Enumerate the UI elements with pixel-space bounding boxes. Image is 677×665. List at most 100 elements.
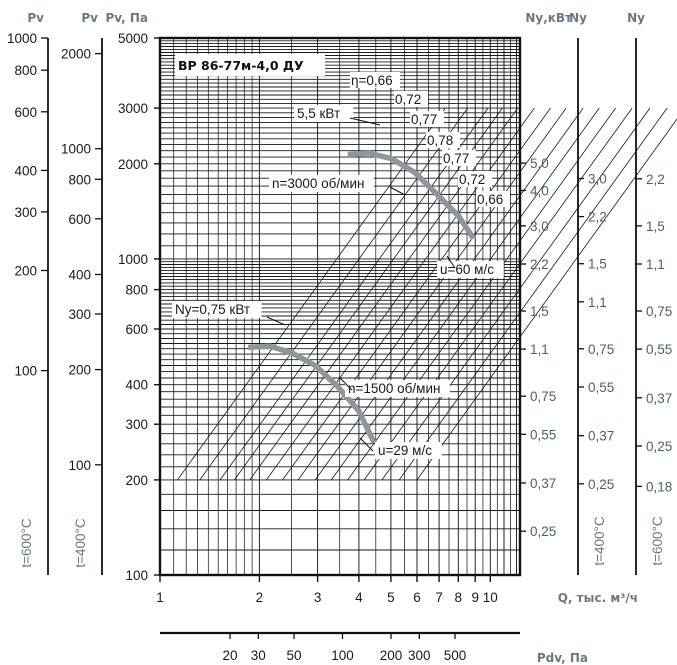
left-axis-tick-label: 1000 <box>61 142 91 157</box>
power-axis-tick-label: 0,55 <box>530 427 556 442</box>
annotation-bg <box>294 105 354 122</box>
efficiency-diagonal <box>347 107 616 481</box>
efficiency-label-bg <box>350 72 400 88</box>
power-axis-tick-label: 3,0 <box>588 172 607 187</box>
x-tick-label: 10 <box>483 590 498 605</box>
efficiency-diagonal <box>381 107 651 481</box>
efficiency-diagonal <box>330 107 600 481</box>
efficiency-label-bg <box>426 132 460 148</box>
annotation-leader <box>359 437 374 452</box>
power-axis-tick-label: 0,25 <box>530 524 556 539</box>
x-tick-label: 8 <box>455 590 463 605</box>
annotation-label: Nу=0,75 кВт <box>175 302 250 317</box>
annotation-label: u=60 м/с <box>440 262 494 277</box>
x-tick-label: 2 <box>256 590 264 605</box>
left-axis-title: Pv <box>81 11 98 25</box>
performance-curve <box>248 343 377 444</box>
left-axis-tick-label: 800 <box>68 172 91 187</box>
efficiency-diagonal <box>219 107 489 481</box>
annotation-label: n=1500 об/мин <box>348 381 440 396</box>
power-axis-title: Nу <box>627 11 645 25</box>
power-axis-tick-label: 3,0 <box>530 219 549 234</box>
x-tick-label: 4 <box>355 590 363 605</box>
power-axis-tick-label: 0,37 <box>588 429 614 444</box>
power-axis-tick-label: 0,55 <box>588 380 614 395</box>
dynamic-pressure-tick-label: 500 <box>444 648 467 663</box>
y-tick-label: 800 <box>125 283 148 298</box>
y-tick-label: 600 <box>125 322 148 337</box>
efficiency-label-bg <box>410 111 444 127</box>
dynamic-pressure-tick-label: 200 <box>380 648 403 663</box>
efficiency-label-bg <box>476 191 510 207</box>
left-axis-tick-label: 200 <box>68 363 91 378</box>
plot-frame <box>158 36 522 577</box>
x-tick-label: 9 <box>471 590 479 605</box>
efficiency-diagonal <box>282 107 551 481</box>
power-axis-tick-label: 1,1 <box>646 257 665 272</box>
left-axis-tick-label: 200 <box>14 264 37 279</box>
y-tick-label: 400 <box>125 378 148 393</box>
diagonal-lines-layer <box>177 107 677 481</box>
power-axis-tick-label: 0,75 <box>646 304 672 319</box>
power-axis-tick-label: 1,1 <box>530 342 549 357</box>
y-tick-label: 2000 <box>118 157 148 172</box>
left-axis-tick-label: 100 <box>14 364 37 379</box>
y-tick-label: 100 <box>125 568 148 583</box>
labels-layer: 100 200 300 400 600 800 1000 2000 3000 5000 1 2 3 4 5 6… <box>7 11 672 665</box>
annotation-bg <box>172 301 262 318</box>
annotation-leader <box>339 377 353 391</box>
power-axis-tick-label: 0,75 <box>530 389 556 404</box>
power-axis-tick-label: 1,5 <box>646 219 665 234</box>
left-axis-temperature: t=600°C <box>19 518 34 568</box>
power-axis-temperature: t=600°C <box>650 516 665 566</box>
y-tick-label: 1000 <box>118 252 148 267</box>
efficiency-label: 0,78 <box>427 133 453 148</box>
efficiency-label-bg <box>394 91 428 107</box>
efficiency-label: 0,77 <box>443 151 469 166</box>
dynamic-pressure-tick-label: 100 <box>331 648 354 663</box>
power-axis-tick-label: 0,25 <box>646 439 672 454</box>
left-axis-tick-label: 600 <box>14 105 37 120</box>
power-axis-tick-label: 0,55 <box>646 342 672 357</box>
left-axis-tick-label: 100 <box>68 458 91 473</box>
annotation-label: u=29 м/с <box>378 443 432 458</box>
annotation-leader <box>446 255 456 269</box>
annotation-leader <box>389 186 406 196</box>
power-axis-tick-label: 2,2 <box>588 210 607 225</box>
power-axis-title: Nу <box>569 11 587 25</box>
efficiency-label: 0,77 <box>411 112 437 127</box>
power-axis-tick-label: 1,5 <box>588 257 607 272</box>
efficiency-diagonal <box>234 107 503 481</box>
annotation-leader <box>266 316 286 326</box>
x-axis-title: Q, тыс. м³/ч <box>558 591 638 605</box>
curves-layer <box>248 150 476 444</box>
dynamic-pressure-tick-label: 50 <box>286 648 301 663</box>
efficiency-label: 0,72 <box>459 172 485 187</box>
efficiency-label: 0,72 <box>395 92 421 107</box>
annotation-bg <box>345 380 450 397</box>
title-background <box>175 54 325 76</box>
left-axis-temperature: t=400°C <box>73 518 88 568</box>
y-tick-label: 5000 <box>118 31 148 46</box>
annotation-label: n=3000 об/мин <box>272 176 364 191</box>
left-axis-tick-label: 600 <box>68 212 91 227</box>
left-axis-title: Pv <box>27 11 44 25</box>
left-axis-tick-label: 2000 <box>61 47 91 62</box>
x-tick-label: 3 <box>314 590 322 605</box>
dynamic-pressure-tick-label: 300 <box>408 648 431 663</box>
efficiency-diagonal <box>297 107 567 481</box>
efficiency-diagonal <box>416 118 677 481</box>
efficiency-diagonal <box>266 107 535 481</box>
chart-title: ВР 86-77м-4,0 ДУ <box>178 58 304 73</box>
power-axis-tick-label: 0,75 <box>588 342 614 357</box>
efficiency-diagonal <box>249 107 519 481</box>
efficiency-label-bg <box>442 150 476 166</box>
y-axis-title: Pv, Па <box>105 11 148 25</box>
power-axis-tick-label: 5,0 <box>530 156 549 171</box>
power-axis-tick-label: 2,2 <box>646 172 665 187</box>
y-tick-label: 300 <box>125 417 148 432</box>
efficiency-diagonal <box>363 107 633 481</box>
power-axis-tick-label: 0,18 <box>646 479 672 494</box>
dynamic-pressure-tick-label: 30 <box>251 648 266 663</box>
efficiency-diagonal <box>199 107 469 481</box>
